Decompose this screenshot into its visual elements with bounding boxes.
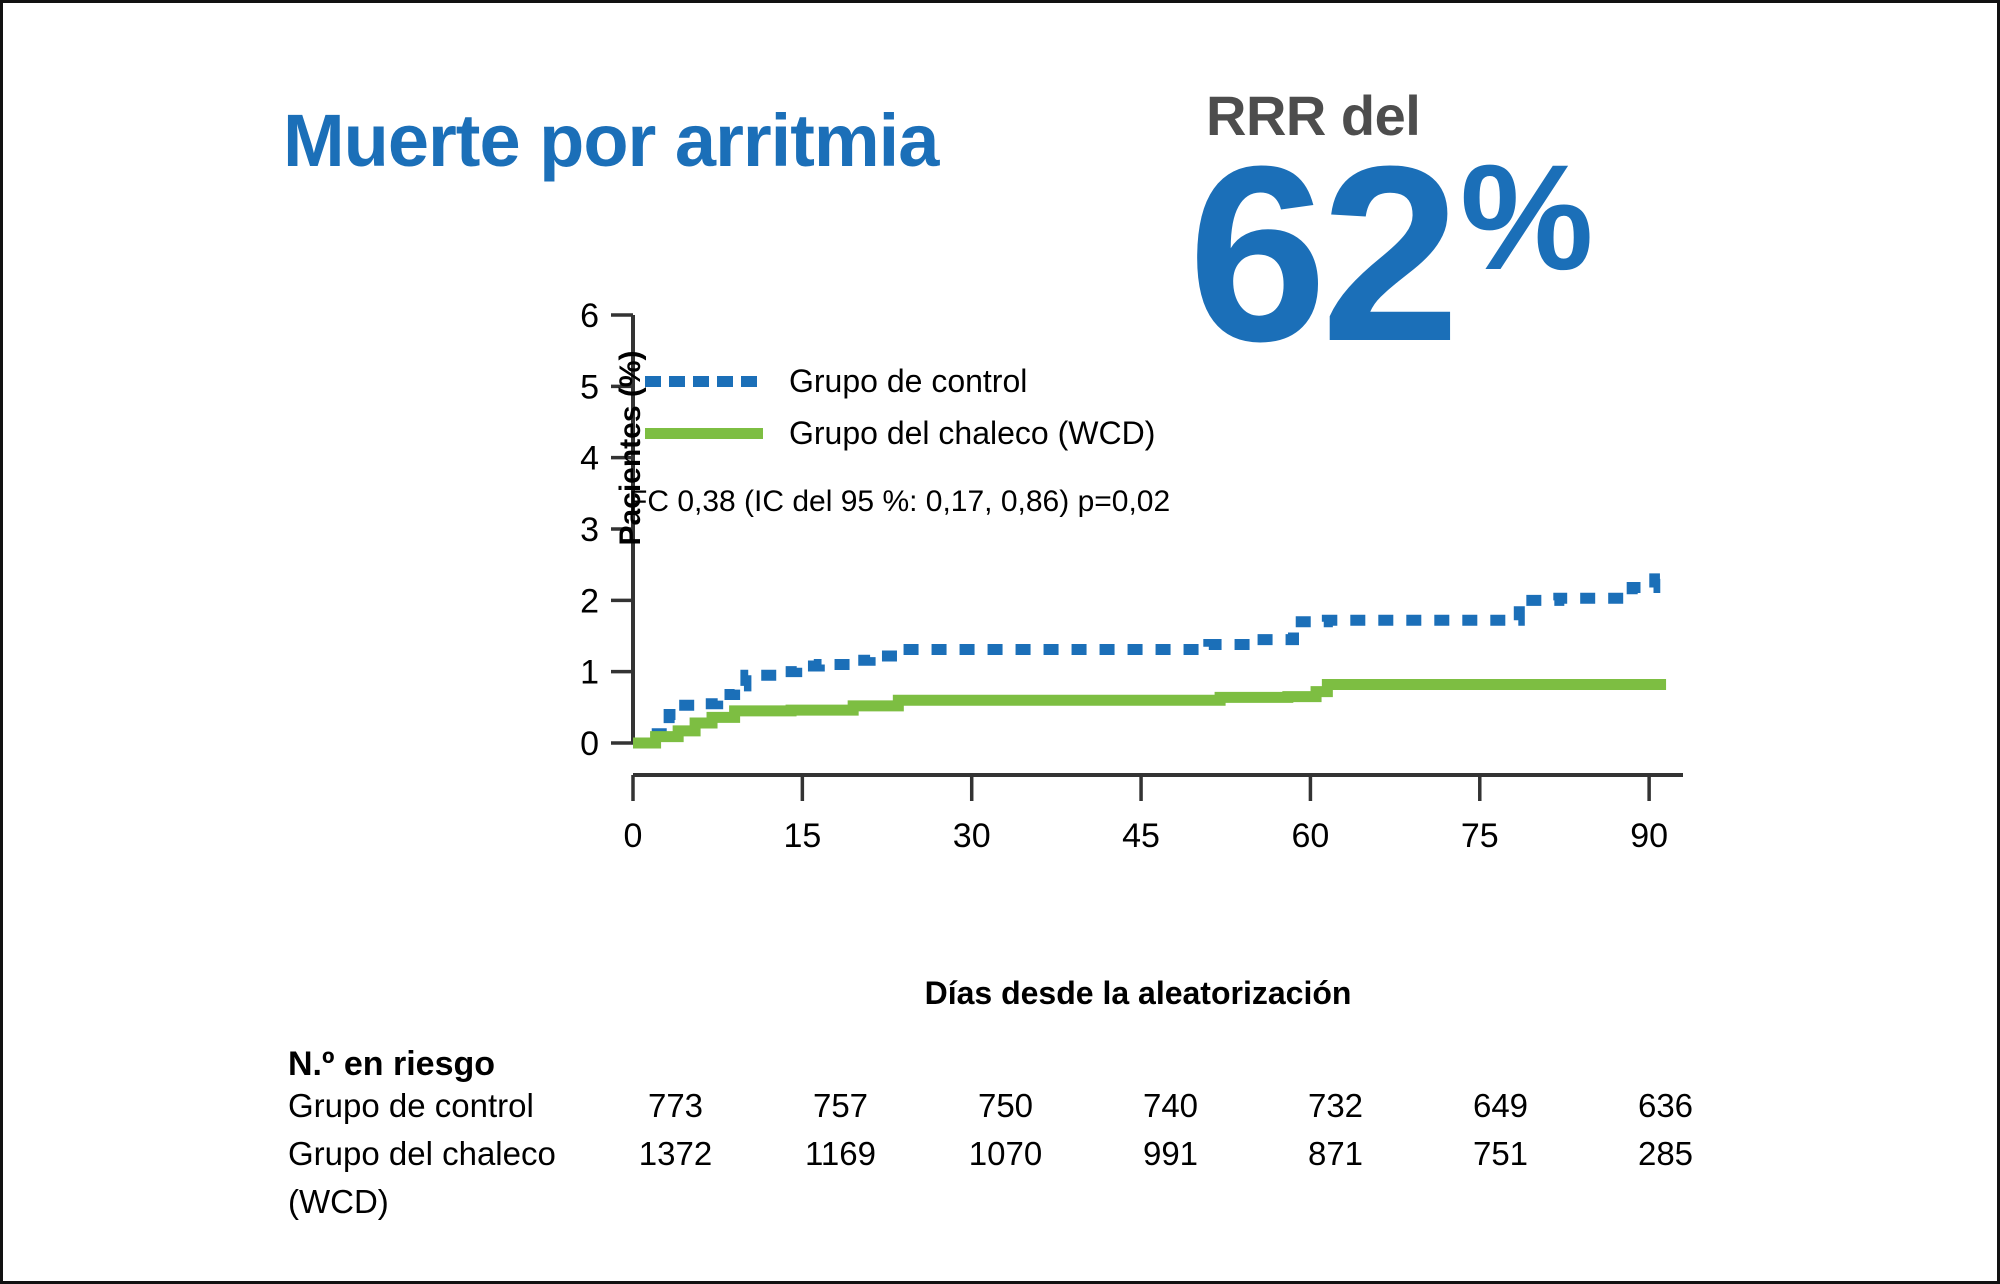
risk-row-label-wcd-cont: (WCD) — [288, 1183, 389, 1220]
y-tick-label: 6 — [580, 303, 599, 335]
x-axis-ticks: 0 15 30 45 60 75 90 — [624, 775, 1668, 855]
x-tick-label: 15 — [783, 817, 821, 855]
y-tick-label: 2 — [580, 582, 599, 620]
risk-value: 750 — [977, 1087, 1034, 1124]
risk-value: 1372 — [638, 1135, 713, 1172]
rrr-value-row: 62 % — [1188, 114, 1808, 393]
risk-value: 1070 — [968, 1135, 1043, 1172]
page-title: Muerte por arritmia — [283, 99, 939, 182]
risk-row-values-control: 773 757 750 740 732 649 636 — [593, 1087, 1748, 1125]
y-tick-label: 4 — [580, 440, 599, 478]
risk-value: 991 — [1142, 1135, 1199, 1172]
risk-value: 1169 — [805, 1135, 876, 1172]
rrr-label: RRR del — [1206, 84, 1421, 147]
legend-item-control: Grupo de control — [645, 363, 1027, 400]
risk-value: 773 — [647, 1087, 704, 1124]
legend-label-control: Grupo de control — [789, 363, 1028, 399]
series-line-wcd — [633, 679, 1667, 749]
x-tick-label: 90 — [1630, 817, 1668, 855]
risk-value: 740 — [1142, 1087, 1199, 1124]
x-tick-label: 0 — [624, 817, 643, 855]
risk-value: 285 — [1637, 1135, 1694, 1172]
risk-value: 757 — [812, 1087, 869, 1124]
risk-row-label-wcd: Grupo del chaleco — [288, 1135, 556, 1172]
risk-row-values-wcd: 1372 1169 1070 991 871 751 285 — [593, 1135, 1748, 1173]
solid-line-icon — [645, 428, 763, 439]
y-axis-title: Pacientes (%) — [614, 350, 647, 546]
risk-value: 649 — [1472, 1087, 1529, 1124]
legend-item-wcd: Grupo del chaleco (WCD) — [645, 415, 1155, 452]
y-tick-label: 3 — [580, 511, 599, 549]
risk-table-title: N.º en riesgo — [288, 1045, 496, 1083]
x-axis-title: Días desde la aleatorización — [924, 975, 1352, 1011]
x-tick-label: 60 — [1292, 817, 1330, 855]
kaplan-meier-plot: Pacientes (%) Días desde la aleatorizaci… — [563, 303, 1713, 1011]
series-line-control — [633, 573, 1667, 749]
y-axis-ticks: 0 1 2 3 4 5 6 — [580, 303, 633, 763]
y-tick-label: 5 — [580, 368, 599, 406]
statistics-annotation: FC 0,38 (IC del 95 %: 0,17, 0,86) p=0,02 — [629, 485, 1171, 518]
rrr-value: 62 — [1188, 114, 1460, 393]
table-row: Grupo del chaleco 1372 1169 1070 991 871 751 2… — [288, 1135, 1748, 1183]
y-tick-label: 0 — [580, 725, 599, 763]
risk-row-label-wcd-continued: (WCD) — [288, 1183, 1748, 1231]
risk-value: 732 — [1307, 1087, 1364, 1124]
risk-value: 751 — [1472, 1135, 1529, 1172]
x-tick-label: 30 — [953, 817, 991, 855]
legend-label-wcd: Grupo del chaleco (WCD) — [789, 415, 1156, 451]
rrr-percent-sign: % — [1460, 133, 1594, 301]
y-tick-label: 1 — [580, 654, 599, 692]
risk-row-label-control: Grupo de control — [288, 1087, 534, 1124]
risk-value: 871 — [1307, 1135, 1364, 1172]
x-tick-label: 75 — [1461, 817, 1499, 855]
x-tick-label: 45 — [1122, 817, 1160, 855]
table-row: Grupo de control 773 757 750 740 732 649 636 — [288, 1087, 1748, 1135]
rrr-callout: RRR del 62 % — [1188, 84, 1808, 393]
risk-value: 636 — [1637, 1087, 1694, 1124]
dashed-line-icon — [645, 376, 763, 387]
number-at-risk-table: N.º en riesgo Grupo de control 773 757 750… — [288, 1045, 1748, 1231]
